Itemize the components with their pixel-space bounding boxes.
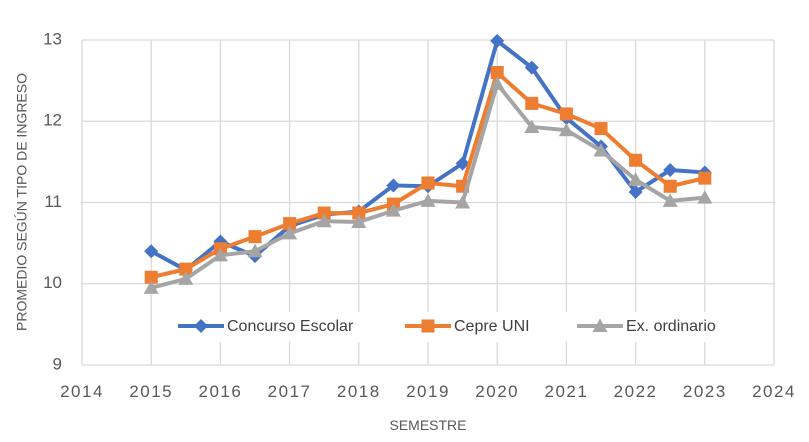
legend-item: Concurso Escolar [178, 318, 354, 335]
y-tick-label: 10 [43, 273, 62, 292]
triangle-marker-icon [628, 172, 644, 186]
x-tick-label: 2018 [337, 382, 381, 401]
x-tick-label: 2024 [752, 382, 796, 401]
square-marker-icon [248, 230, 262, 244]
diamond-marker-icon [386, 178, 401, 193]
triangle-marker-icon [662, 193, 678, 207]
y-axis-title: PROMEDIO SEGÚN TIPO DE INGRESO [14, 73, 30, 331]
triangle-marker-icon [558, 122, 574, 137]
series-cepre-uni [144, 66, 712, 284]
x-axis-ticks: 2014 2015 2016 2017 2018 2019 2020 2021 2022 2023… [60, 382, 796, 401]
square-marker-icon [352, 206, 366, 220]
triangle-marker-icon [385, 203, 401, 217]
triangle-marker-icon [351, 214, 367, 228]
triangle-marker-icon [697, 190, 713, 204]
y-tick-label: 13 [43, 29, 62, 48]
square-marker-icon [317, 206, 331, 220]
y-tick-label: 9 [53, 354, 62, 373]
diamond-legend-icon [194, 319, 208, 333]
square-marker-icon [179, 262, 193, 276]
square-marker-icon [594, 122, 608, 136]
diamond-marker-icon [524, 60, 539, 75]
x-tick-label: 2022 [614, 382, 658, 401]
y-tick-label: 12 [43, 111, 62, 130]
triangle-marker-icon [455, 195, 471, 209]
square-marker-icon [421, 176, 435, 190]
legend-label: Cepre UNI [454, 318, 530, 335]
legend-label: Concurso Escolar [227, 318, 354, 335]
triangle-marker-icon [420, 193, 436, 207]
square-marker-icon [490, 66, 504, 79]
x-tick-label: 2015 [129, 382, 173, 401]
x-tick-label: 2014 [60, 382, 104, 401]
triangle-marker-icon [524, 119, 540, 133]
x-tick-label: 2019 [406, 382, 450, 401]
x-tick-label: 2023 [683, 382, 727, 401]
diamond-marker-icon [490, 33, 505, 48]
x-tick-label: 2016 [198, 382, 242, 401]
square-marker-icon [698, 171, 712, 185]
diamond-marker-icon [628, 184, 643, 199]
x-axis-title: SEMESTRE [389, 417, 466, 433]
series-ex-ordinario [143, 76, 713, 294]
triangle-marker-icon [489, 76, 505, 90]
square-marker-icon [629, 153, 643, 167]
diamond-marker-icon [144, 244, 159, 259]
diamond-marker-icon [455, 156, 470, 171]
square-legend-icon [421, 319, 435, 333]
triangle-marker-icon [247, 243, 263, 258]
triangle-marker-icon [178, 271, 194, 285]
square-marker-icon [525, 96, 539, 110]
x-tick-label: 2021 [544, 382, 588, 401]
triangle-marker-icon [212, 247, 228, 262]
diamond-marker-icon [663, 163, 678, 177]
x-tick-label: 2020 [475, 382, 519, 401]
triangle-legend-icon [592, 318, 608, 332]
x-tick-label: 2017 [268, 382, 312, 401]
legend: Concurso Escolar Cepre UNI Ex. ordinario [172, 312, 750, 342]
y-axis-ticks: 9 10 11 12 13 [43, 29, 62, 373]
triangle-marker-icon [143, 280, 159, 294]
square-marker-icon [283, 217, 297, 231]
legend-background [172, 312, 750, 342]
square-marker-icon [663, 179, 677, 193]
legend-item: Cepre UNI [405, 318, 530, 335]
square-marker-icon [144, 270, 158, 284]
triangle-marker-icon [593, 143, 609, 157]
square-marker-icon [559, 107, 573, 121]
data-series [143, 33, 713, 294]
legend-label: Ex. ordinario [626, 318, 716, 335]
triangle-marker-icon [282, 225, 298, 240]
triangle-marker-icon [316, 213, 332, 228]
legend-item: Ex. ordinario [577, 318, 716, 335]
y-tick-label: 11 [44, 192, 62, 211]
